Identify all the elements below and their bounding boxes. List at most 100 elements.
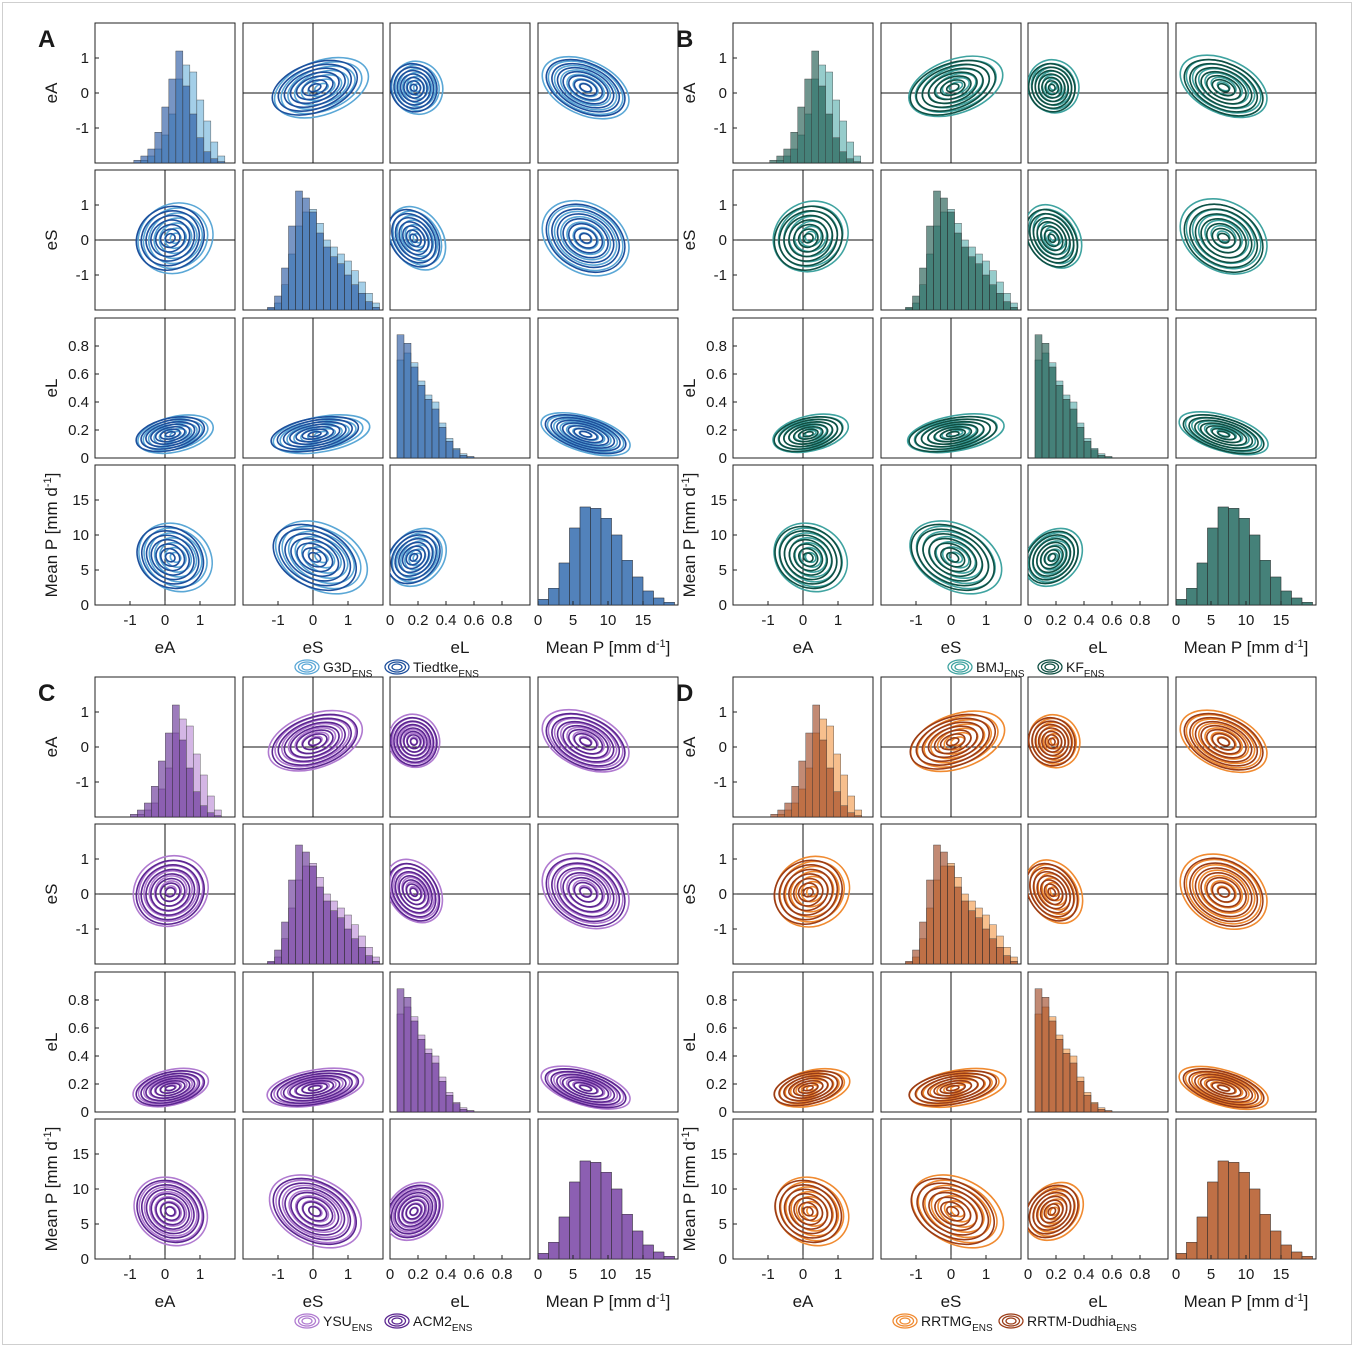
subplot-eL-vs-Mean P [mm d-1]	[1175, 971, 1317, 1113]
x-tick-label: 0.4	[436, 612, 457, 629]
contour-line	[939, 79, 966, 97]
hist-bar-KF	[1301, 602, 1313, 605]
contour-line	[556, 66, 615, 109]
contour-set-RRTM-Dudhia	[1028, 1184, 1079, 1239]
subplot-eL-vs-Mean P [mm d-1]	[1175, 317, 1317, 459]
x-tick-label: 0	[161, 612, 169, 629]
hist-bar-BMJ	[853, 155, 861, 163]
x-tick-label: 0	[309, 612, 317, 629]
contour-line	[561, 1076, 610, 1101]
contour-line	[927, 725, 978, 759]
contour-line	[145, 868, 196, 916]
contour-line	[915, 63, 990, 112]
contour-line	[290, 537, 340, 578]
contour-line	[143, 865, 199, 918]
contour-line	[150, 1192, 190, 1230]
contour-line	[1179, 198, 1268, 275]
contour-set-Tiedtke	[390, 530, 441, 585]
contour-line	[159, 228, 181, 249]
contour-set-ACM2	[390, 862, 441, 922]
contour-line	[1211, 78, 1236, 97]
subplot-eS-vs-eS	[880, 169, 1022, 311]
contour-line	[1183, 857, 1264, 928]
contour-line	[773, 416, 844, 453]
contour-line	[390, 1185, 440, 1237]
contour-line	[792, 425, 824, 443]
contour-set-Tiedtke	[390, 62, 438, 113]
y-tick-label: 1	[719, 50, 727, 67]
subplot-Mean P [mm d-1]-vs-eS: -1 0 1 eS	[242, 464, 384, 657]
contour-line	[922, 533, 984, 582]
contour-line	[788, 873, 829, 912]
x-axis-label: eA	[793, 638, 814, 657]
hist-bar-KF	[1291, 597, 1303, 605]
x-tick-label: 0.8	[1130, 612, 1151, 629]
contour-line	[391, 866, 437, 918]
contour-line	[1183, 203, 1264, 274]
x-tick-label: 1	[834, 612, 842, 629]
contour-line	[1188, 1070, 1259, 1106]
contour-line	[927, 423, 979, 446]
contour-line	[150, 219, 191, 258]
x-tick-label: 0.4	[1074, 1266, 1095, 1283]
y-tick-label: 0	[81, 1104, 89, 1121]
subplot-eA-vs-Mean P [mm d-1]	[1175, 676, 1317, 818]
x-axis-label-close: ]	[666, 1292, 671, 1311]
contour-set-RRTM-Dudhia	[1183, 712, 1264, 771]
contour-set-ACM2	[390, 1184, 441, 1239]
y-tick-label: 0.8	[68, 992, 89, 1009]
hist-bar-RRTM-Dudhia	[1104, 1110, 1113, 1112]
contour-line	[566, 221, 605, 256]
contour-line	[573, 427, 598, 441]
contour-line	[409, 737, 418, 746]
subplot-eL-vs-eA: 0 0.2 0.4 0.6 0.8 eL	[680, 317, 874, 467]
contour-line	[783, 1075, 834, 1102]
hist-bar-Tiedtke	[663, 602, 675, 605]
contour-line	[556, 213, 615, 264]
contour-line	[928, 1191, 978, 1232]
legend-swatch	[391, 1317, 403, 1325]
y-axis-label: eL	[680, 1033, 699, 1052]
contour-line	[1211, 881, 1236, 903]
y-tick-label: 0.8	[706, 338, 727, 355]
subplot-eL-vs-Mean P [mm d-1]	[537, 971, 679, 1113]
x-axis-label-exponent: -1	[1294, 638, 1304, 650]
y-tick-label: 0.4	[68, 394, 89, 411]
x-tick-label: -1	[271, 1266, 284, 1283]
contour-line	[933, 1079, 973, 1097]
contour-line	[296, 542, 334, 573]
y-tick-label: -1	[714, 774, 727, 791]
contour-line	[1179, 709, 1268, 774]
y-tick-label: 0.4	[706, 1048, 727, 1065]
x-tick-label: 5	[1207, 1266, 1215, 1283]
contour-line	[283, 67, 346, 109]
y-axis-label-exponent: -1	[680, 1131, 692, 1141]
contour-line	[906, 413, 1005, 454]
x-tick-label: 0	[386, 612, 394, 629]
hist-bar-G3D	[210, 141, 219, 163]
y-axis-label: eL	[42, 1033, 61, 1052]
contour-line	[295, 425, 335, 443]
y-tick-label: 5	[81, 1216, 89, 1233]
subplot-eA-vs-eA: -1 0 1 eA	[42, 22, 236, 164]
contour-line	[278, 528, 352, 587]
legend-label-subscript: ENS	[1116, 1323, 1137, 1334]
contour-line	[939, 428, 967, 441]
y-axis-label: Mean P [mm d-1]	[42, 473, 61, 598]
contour-line	[145, 214, 196, 262]
x-axis-label: eS	[941, 1292, 962, 1311]
y-tick-label: 1	[719, 851, 727, 868]
y-tick-label: 0	[719, 1104, 727, 1121]
x-tick-label: 0.8	[1130, 1266, 1151, 1283]
contour-line	[141, 1184, 200, 1239]
y-tick-label: 0	[81, 1251, 89, 1268]
contour-set-Tiedtke	[272, 523, 358, 592]
contour-line	[1179, 54, 1268, 119]
y-tick-label: -1	[76, 120, 89, 137]
x-axis-label: eA	[155, 638, 176, 657]
subplot-eL-vs-eL	[1027, 317, 1169, 459]
contour-set-RRTM-Dudhia	[909, 713, 997, 770]
contour-line	[560, 69, 612, 107]
contour-line	[1205, 425, 1242, 444]
y-axis-label: eS	[680, 884, 699, 905]
